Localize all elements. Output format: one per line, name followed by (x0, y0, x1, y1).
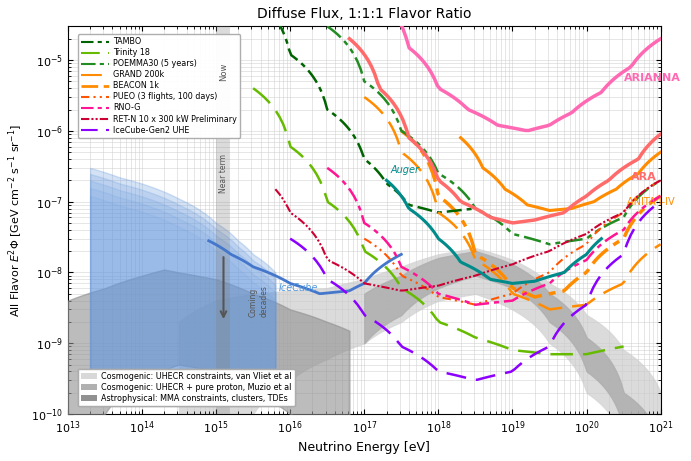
X-axis label: Neutrino Energy [eV]: Neutrino Energy [eV] (299, 441, 430, 454)
Title: Diffuse Flux, 1:1:1 Flavor Ratio: Diffuse Flux, 1:1:1 Flavor Ratio (257, 7, 471, 21)
Text: Auger: Auger (390, 165, 419, 176)
Text: Coming
decades: Coming decades (249, 285, 268, 317)
Text: ARA: ARA (631, 172, 656, 183)
Text: ARIANNA: ARIANNA (623, 73, 681, 83)
Text: IceCube: IceCube (279, 283, 319, 293)
Text: Near term: Near term (219, 154, 228, 193)
Legend: Cosmogenic: UHECR constraints, van Vliet et al, Cosmogenic: UHECR + pure proton,: Cosmogenic: UHECR constraints, van Vliet… (78, 369, 295, 406)
Y-axis label: All Flavor $E^2\Phi$ [GeV cm$^{-2}$ s$^{-1}$ sr$^{-1}$]: All Flavor $E^2\Phi$ [GeV cm$^{-2}$ s$^{… (7, 124, 26, 317)
Text: ANITA I-IV: ANITA I-IV (627, 197, 675, 207)
Text: Now: Now (219, 63, 228, 82)
